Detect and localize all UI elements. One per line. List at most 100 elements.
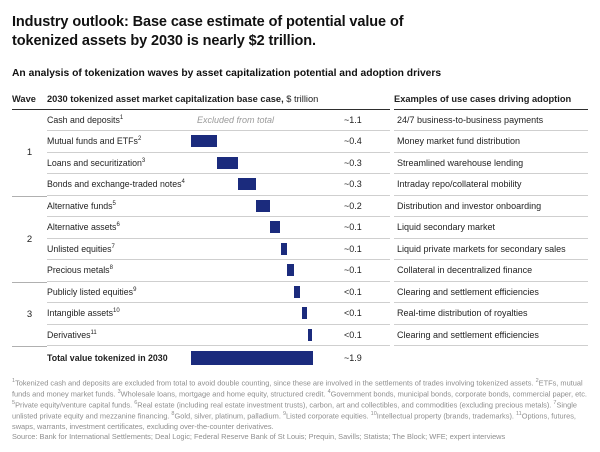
table-row: Unlisted equities7 ~0.1 Liquid private mar… [47,239,588,261]
footnote-marker: 11 [516,410,522,417]
value-label: ~0.1 [344,265,362,276]
value-label: ~1.9 [344,352,362,363]
wave-rows: Publicly listed equities9 <0.1 Clearing an… [47,282,588,347]
value-bar [216,156,238,169]
value-label: <0.1 [344,286,362,297]
value-bar [280,242,288,255]
asset-label: Total value tokenized in 2030 [47,352,168,363]
table-row: Bonds and exchange-traded notes4 ~0.3 Intr… [47,174,588,196]
use-case-cell: 24/7 business-to-business payments [394,110,588,132]
asset-cell: Unlisted equities7 ~0.1 [47,239,390,261]
wave-group-3: 3 Publicly listed equities9 <0.1 Clearing a… [12,281,588,347]
value-bar [287,264,295,277]
asset-label: Unlisted equities7 [47,243,115,254]
wave-rows: Cash and deposits1 Excluded from total ~1.… [47,110,588,196]
main-header-bold: 2030 tokenized asset market capitalizati… [47,93,284,104]
total-wave-spacer [12,346,47,369]
table-row: Precious metals8 ~0.1 Collateral in decent… [47,260,588,282]
asset-cell: Alternative assets6 ~0.1 [47,217,390,239]
value-bar [294,285,301,298]
value-bar [191,135,217,148]
use-case-cell [394,346,588,369]
use-case-cell: Money market fund distribution [394,131,588,153]
footnote-marker: 9 [282,410,286,417]
footnote-marker: 2 [535,378,539,385]
excluded-note: Excluded from total [197,114,275,125]
footnote-marker: 8 [171,410,175,417]
tokenization-table: Wave 2030 tokenized asset market capital… [12,94,588,370]
table-header-row: Wave 2030 tokenized asset market capital… [12,94,588,110]
table-row: Publicly listed equities9 <0.1 Clearing an… [47,282,588,304]
source-line: Source: Bank for International Settlemen… [12,431,506,441]
value-bar [302,307,308,320]
table-row: Cash and deposits1 Excluded from total ~1.… [47,110,588,132]
table-row: Alternative assets6 ~0.1 Liquid secondary … [47,217,588,239]
main-column-header: 2030 tokenized asset market capitalizati… [47,94,390,110]
use-case-cell: Streamlined warehouse lending [394,153,588,175]
table-row: Intangible assets10 <0.1 Real-time distrib… [47,303,588,325]
asset-label: Publicly listed equities9 [47,286,137,297]
wave-column-header: Wave [12,94,47,110]
use-case-cell: Intraday repo/collateral mobility [394,174,588,196]
asset-label: Mutual funds and ETFs2 [47,136,142,147]
asset-cell: Cash and deposits1 Excluded from total ~1.… [47,110,390,132]
asset-label: Bonds and exchange-traded notes4 [47,179,185,190]
table-row: Mutual funds and ETFs2 ~0.4 Money market f… [47,131,588,153]
asset-cell: Precious metals8 ~0.1 [47,260,390,282]
total-bar [191,350,313,365]
table-row: Derivatives11 <0.1 Clearing and settlement… [47,325,588,347]
wave-group-1: 1 Cash and deposits1 Excluded from total ~1… [12,110,588,196]
total-rows: Total value tokenized in 2030 ~1.9 [47,346,588,369]
asset-label: Alternative funds5 [47,200,116,211]
footnote-marker: 1 [12,378,16,385]
footnote-marker: 3 [117,389,121,396]
value-bar [269,221,281,234]
asset-cell: Publicly listed equities9 <0.1 [47,282,390,304]
value-label: ~1.1 [344,114,362,125]
footnote-marker: 6 [134,399,138,406]
footnote-marker: 4 [327,389,331,396]
value-label: ~0.3 [344,179,362,190]
value-bar [307,328,312,341]
use-case-cell: Liquid secondary market [394,217,588,239]
asset-label: Loans and securitization3 [47,157,146,168]
asset-cell: Alternative funds5 ~0.2 [47,196,390,218]
asset-cell: Intangible assets10 <0.1 [47,303,390,325]
asset-cell: Loans and securitization3 ~0.3 [47,153,390,175]
footnote-marker: 5 [12,399,16,406]
value-label: ~0.3 [344,157,362,168]
page-title: Industry outlook: Base case estimate of … [12,14,404,49]
asset-label: Cash and deposits1 [47,114,124,125]
value-label: <0.1 [344,308,362,319]
use-case-cell: Real-time distribution of royalties [394,303,588,325]
table-body: 1 Cash and deposits1 Excluded from total ~1… [12,110,588,370]
value-label: ~0.1 [344,222,362,233]
value-bar [237,178,256,191]
wave-group-2: 2 Alternative funds5 ~0.2 Distribution and … [12,195,588,282]
asset-label: Intangible assets10 [47,308,120,319]
wave-number: 3 [12,281,47,347]
asset-cell: Total value tokenized in 2030 ~1.9 [47,346,390,369]
asset-cell: Derivatives11 <0.1 [47,325,390,347]
value-label: ~0.4 [344,136,362,147]
asset-cell: Mutual funds and ETFs2 ~0.4 [47,131,390,153]
page-subtitle: An analysis of tokenization waves by ass… [12,67,442,79]
value-bar [255,199,270,212]
total-group: Total value tokenized in 2030 ~1.9 [12,346,588,369]
footnote-marker: 7 [553,399,557,406]
footnote-marker: 10 [370,410,377,417]
value-label: ~0.1 [344,243,362,254]
asset-label: Alternative assets6 [47,222,120,233]
examples-column-header: Examples of use cases driving adoption [394,94,588,110]
value-label: ~0.2 [344,200,362,211]
use-case-cell: Collateral in decentralized finance [394,260,588,282]
asset-label: Precious metals8 [47,265,113,276]
use-case-cell: Clearing and settlement efficiencies [394,325,588,347]
wave-number: 1 [26,147,33,159]
footnotes: 1Tokenized cash and deposits are exclude… [12,378,588,442]
table-row: Loans and securitization3 ~0.3 Streamlined… [47,153,588,175]
wave-number: 2 [12,195,47,282]
value-label: <0.1 [344,329,362,340]
main-header-unit: $ trillion [283,93,319,104]
